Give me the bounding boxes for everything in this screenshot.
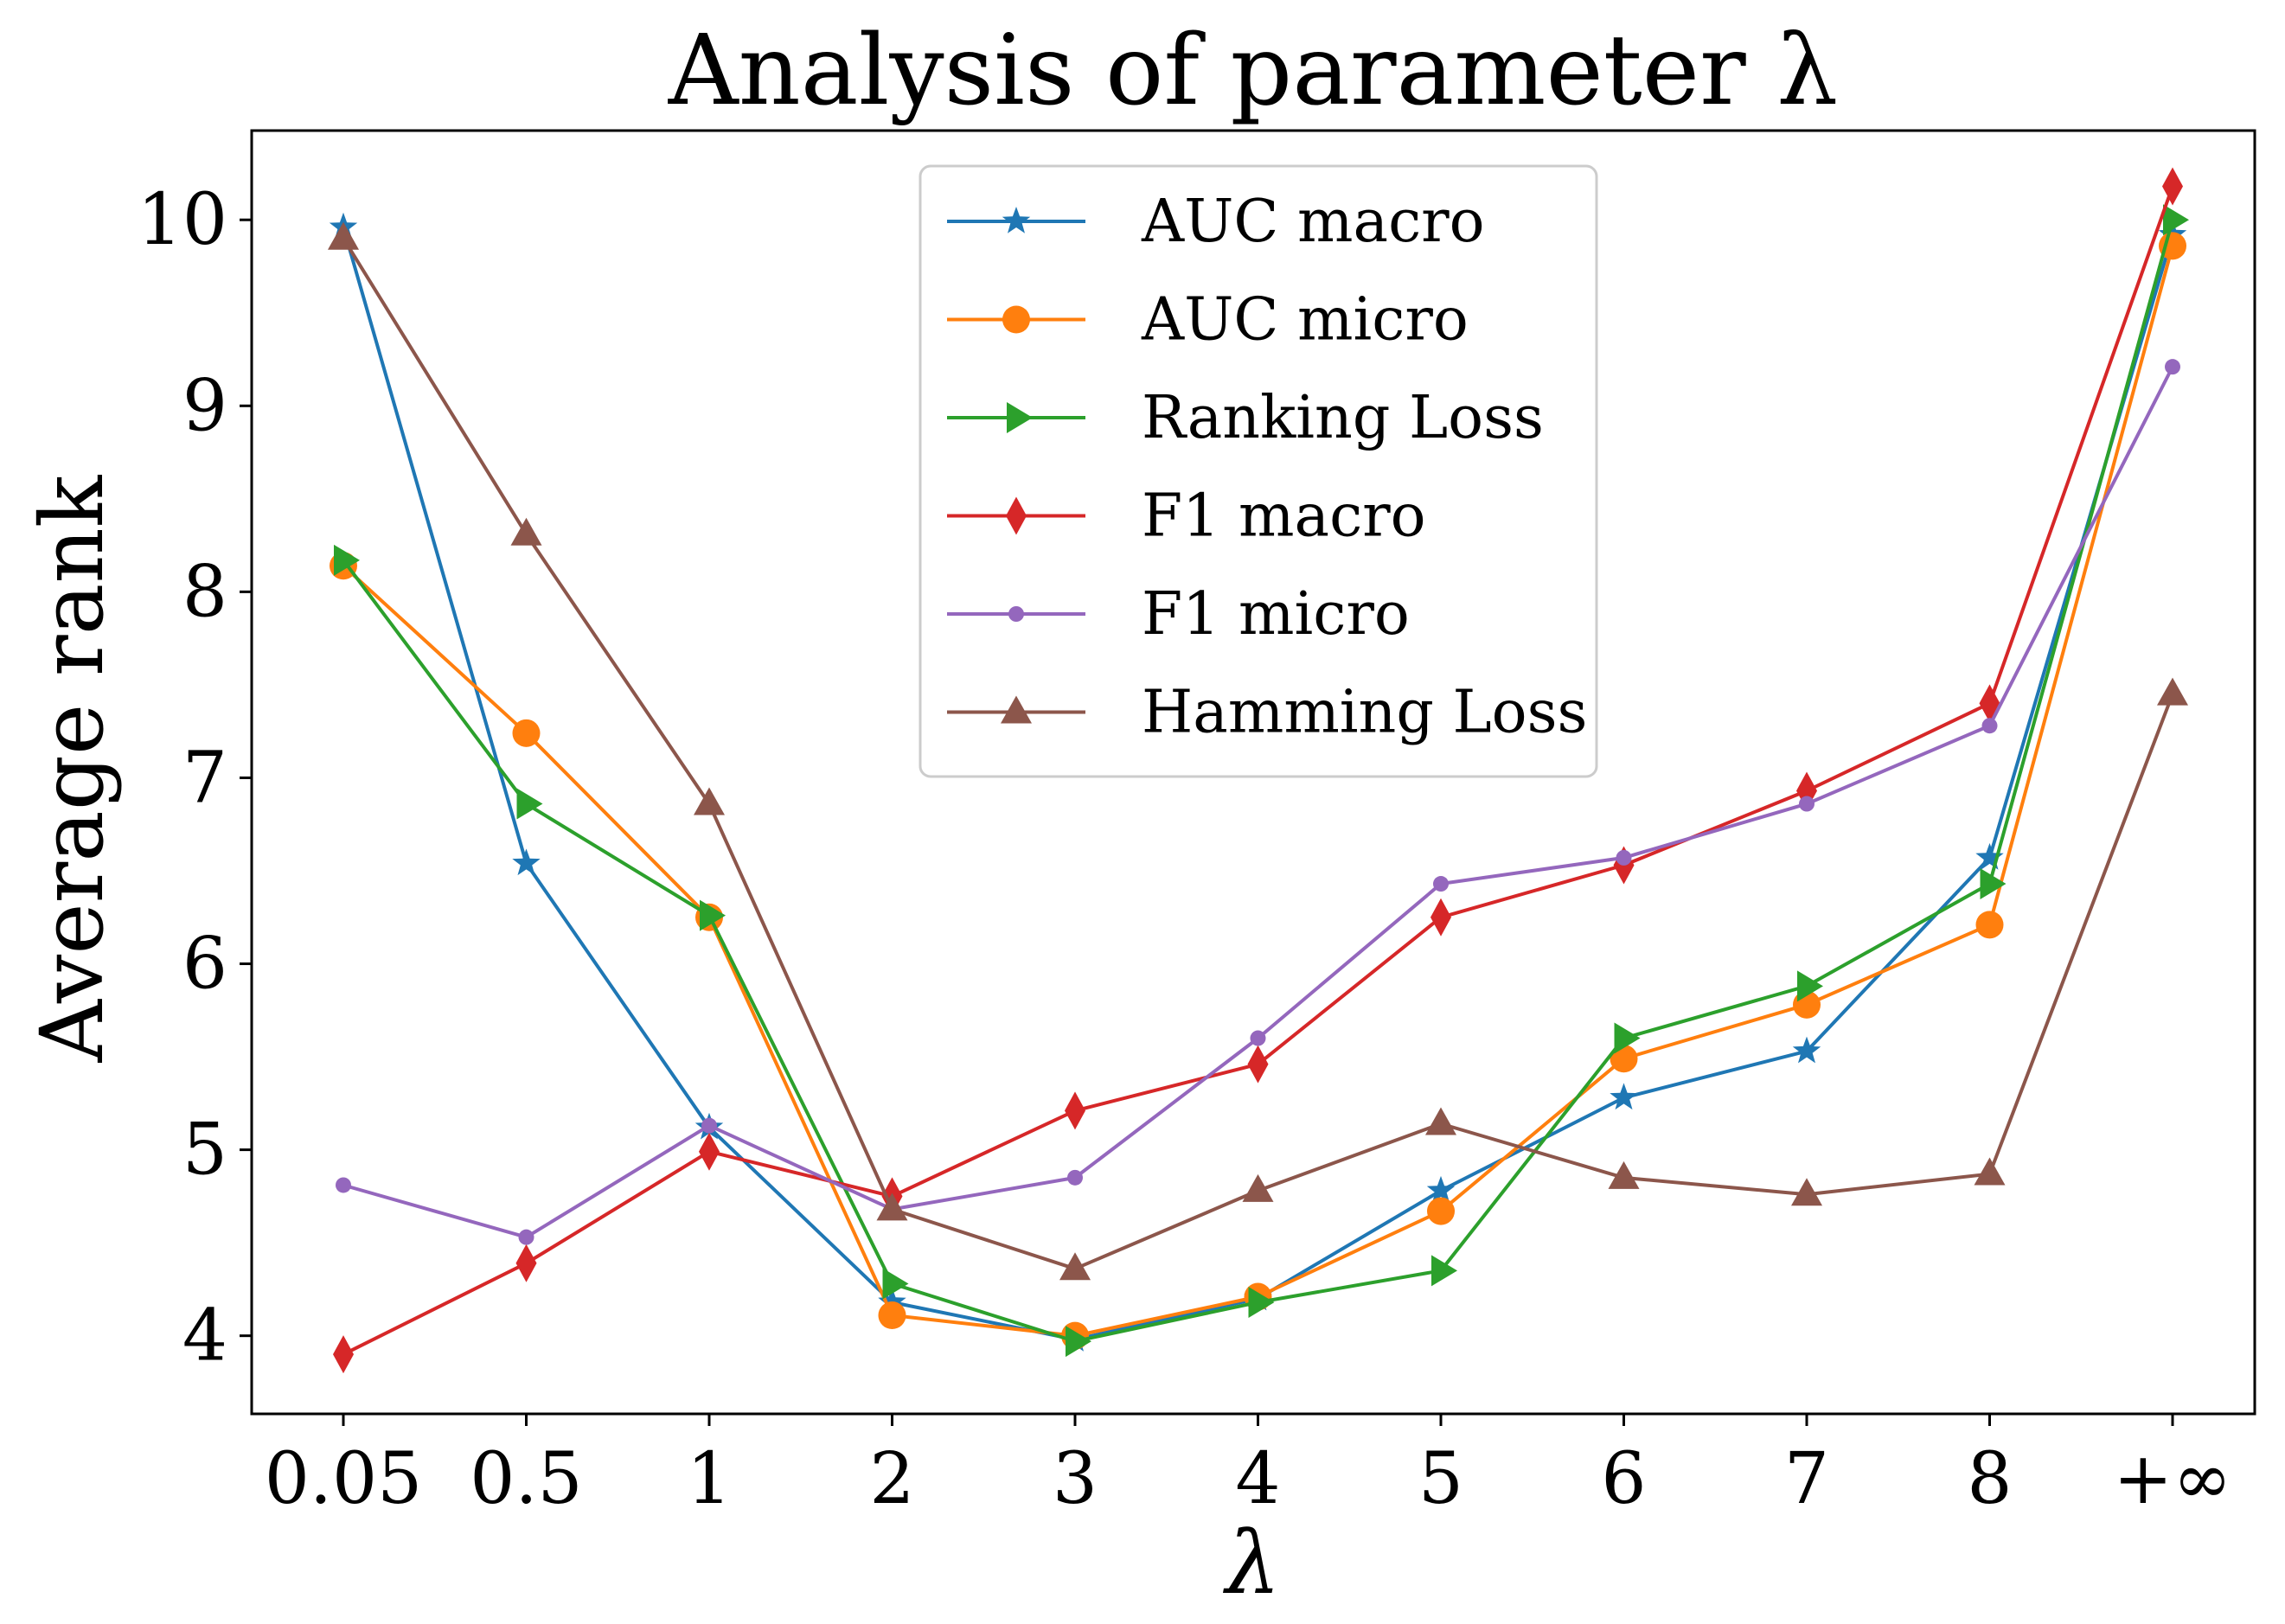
data-point bbox=[512, 719, 541, 747]
data-point bbox=[882, 1268, 909, 1300]
legend-box bbox=[918, 164, 1598, 778]
data-point bbox=[1431, 898, 1451, 937]
x-axis-label: λ bbox=[1222, 1512, 1280, 1614]
data-point bbox=[878, 1288, 906, 1314]
data-point bbox=[878, 1301, 906, 1330]
data-point bbox=[1250, 1030, 1266, 1046]
series-f1-micro bbox=[336, 359, 2180, 1245]
y-tick-label: 4 bbox=[182, 1295, 227, 1378]
data-point bbox=[1067, 1169, 1083, 1186]
x-tick-label: 8 bbox=[1967, 1438, 2012, 1520]
data-point bbox=[876, 1192, 908, 1221]
data-point bbox=[699, 1132, 720, 1171]
y-tick-label: 10 bbox=[138, 179, 227, 261]
x-tick-label: 5 bbox=[1418, 1438, 1463, 1520]
x-tick-label: 7 bbox=[1784, 1438, 1829, 1520]
data-point bbox=[1433, 876, 1449, 892]
x-tick-label: 0.5 bbox=[470, 1438, 582, 1520]
legend-item-auc-macro: AUC macro bbox=[947, 188, 1485, 256]
data-point bbox=[1248, 1286, 1275, 1318]
data-point bbox=[1059, 1252, 1091, 1281]
data-point bbox=[1614, 1022, 1641, 1054]
data-point bbox=[2165, 359, 2180, 375]
x-tick-label: 0.05 bbox=[265, 1438, 423, 1520]
legend-item-ranking-loss: Ranking Loss bbox=[947, 384, 1544, 452]
legend-marker bbox=[1006, 496, 1027, 535]
data-point bbox=[512, 848, 541, 876]
legend-marker bbox=[1007, 402, 1033, 433]
legend-marker bbox=[1002, 207, 1031, 233]
x-tick-label: 2 bbox=[869, 1438, 914, 1520]
data-point bbox=[1065, 1091, 1085, 1130]
x-tick-label: +∞ bbox=[2113, 1438, 2231, 1520]
data-point bbox=[1616, 849, 1632, 866]
legend-label: F1 micro bbox=[1142, 580, 1410, 649]
y-tick-label: 6 bbox=[182, 924, 227, 1006]
data-point bbox=[333, 1335, 354, 1374]
data-point bbox=[1799, 796, 1815, 812]
y-tick-label: 5 bbox=[182, 1109, 227, 1192]
data-point bbox=[1979, 684, 2000, 723]
data-point bbox=[1242, 1173, 1274, 1202]
legend-label: F1 macro bbox=[1142, 483, 1426, 551]
data-point bbox=[1980, 868, 2007, 900]
data-point bbox=[1797, 970, 1823, 1002]
series-f1-macro bbox=[333, 167, 2183, 1374]
y-tick-label: 7 bbox=[182, 737, 227, 819]
x-tick-label: 1 bbox=[687, 1438, 732, 1520]
data-point bbox=[1608, 1160, 1640, 1189]
y-tick-label: 9 bbox=[182, 365, 227, 447]
x-tick-label: 6 bbox=[1601, 1438, 1646, 1520]
data-point bbox=[2162, 167, 2183, 206]
legend-label: AUC macro bbox=[1141, 188, 1485, 256]
data-point bbox=[1974, 1157, 2006, 1186]
y-axis-label: Average rank bbox=[22, 474, 123, 1063]
data-point bbox=[336, 1177, 351, 1193]
data-point bbox=[1426, 1175, 1456, 1203]
data-point bbox=[1981, 718, 1998, 734]
axes: 0.05 0.5 1 2 3 4 5 6 7 8 +∞ 4 5 6 7 8 9 10 bbox=[138, 179, 2232, 1520]
data-point bbox=[694, 787, 725, 815]
data-point bbox=[700, 899, 726, 931]
data-point bbox=[510, 517, 542, 546]
legend-label: Ranking Loss bbox=[1142, 384, 1544, 452]
legend-item-f1-macro: F1 macro bbox=[947, 483, 1426, 551]
legend-label: AUC micro bbox=[1141, 286, 1469, 355]
data-point bbox=[1247, 1045, 1269, 1084]
legend-item-auc-micro: AUC micro bbox=[947, 286, 1469, 355]
data-point bbox=[1791, 1178, 1822, 1206]
legend-marker bbox=[1008, 606, 1024, 622]
x-tick-label: 4 bbox=[1235, 1438, 1280, 1520]
data-point bbox=[515, 1244, 537, 1282]
series-hamming-loss bbox=[328, 221, 2188, 1281]
data-point bbox=[1431, 1255, 1457, 1287]
data-point bbox=[516, 788, 543, 820]
legend-item-hamming-loss: Hamming Loss bbox=[947, 679, 1587, 747]
data-point bbox=[1427, 1197, 1455, 1225]
data-point bbox=[518, 1229, 534, 1245]
data-point bbox=[1066, 1326, 1091, 1358]
x-tick-label: 3 bbox=[1053, 1438, 1098, 1520]
data-point bbox=[2163, 204, 2189, 236]
plot-frame bbox=[250, 129, 2256, 1416]
data-point bbox=[2157, 677, 2188, 706]
series-ranking-loss bbox=[334, 204, 2189, 1358]
data-point bbox=[1610, 1083, 1638, 1110]
data-point bbox=[1425, 1107, 1456, 1135]
y-tick-label: 8 bbox=[182, 551, 227, 633]
legend-item-f1-micro: F1 micro bbox=[947, 580, 1410, 649]
data-point bbox=[328, 221, 359, 250]
data-point bbox=[1792, 1036, 1821, 1064]
plot-area bbox=[328, 167, 2189, 1374]
legend-marker bbox=[1001, 695, 1032, 724]
legend: AUC macro AUC micro Ranking Loss F1 macro F1… bbox=[918, 164, 1598, 778]
data-point bbox=[1975, 911, 2004, 939]
chart-title: Analysis of parameter λ bbox=[668, 15, 1838, 127]
legend-marker bbox=[1002, 305, 1030, 334]
data-point bbox=[1975, 842, 2004, 870]
data-point bbox=[701, 1117, 717, 1134]
legend-label: Hamming Loss bbox=[1142, 679, 1587, 747]
data-point bbox=[334, 544, 360, 576]
